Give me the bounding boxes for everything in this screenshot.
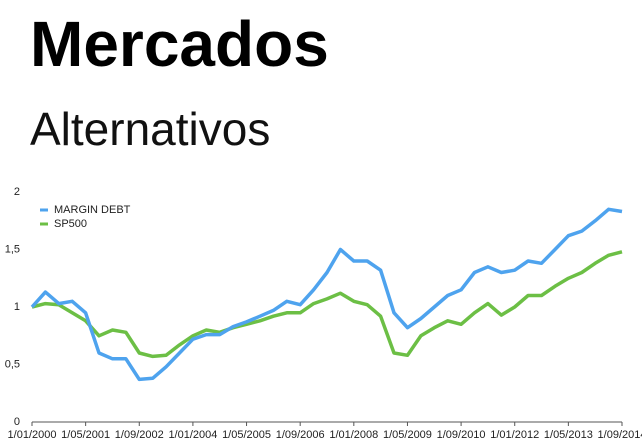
y-tick-label: 0: [14, 416, 20, 428]
series-line: [31, 250, 623, 359]
y-tick-label: 2: [14, 186, 20, 198]
legend-label: SP500: [54, 218, 87, 230]
x-tick-label: 1/01/2012: [490, 429, 539, 441]
x-tick-label: 1/05/2009: [383, 429, 432, 441]
x-tick-label: 1/09/2002: [115, 429, 164, 441]
x-tick-label: 1/05/2001: [61, 429, 110, 441]
x-tick-label: 1/05/2005: [222, 429, 271, 441]
x-tick-label: 1/05/2013: [544, 429, 593, 441]
y-tick-label: 1: [14, 301, 20, 313]
page-title: Mercados: [30, 8, 329, 80]
x-tick-label: 1/09/2006: [276, 429, 325, 441]
y-tick-label: 1,5: [5, 243, 20, 255]
x-tick-label: 1/01/2008: [329, 429, 378, 441]
x-tick-label: 1/09/2014: [598, 429, 642, 441]
series-line: [30, 207, 623, 382]
x-tick-label: 1/01/2000: [8, 429, 57, 441]
x-tick-label: 1/01/2004: [168, 429, 217, 441]
y-tick-label: 0,5: [5, 358, 20, 370]
page-subtitle: Alternativos: [30, 103, 270, 155]
x-tick-label: 1/09/2010: [437, 429, 486, 441]
legend-label: MARGIN DEBT: [54, 204, 131, 216]
